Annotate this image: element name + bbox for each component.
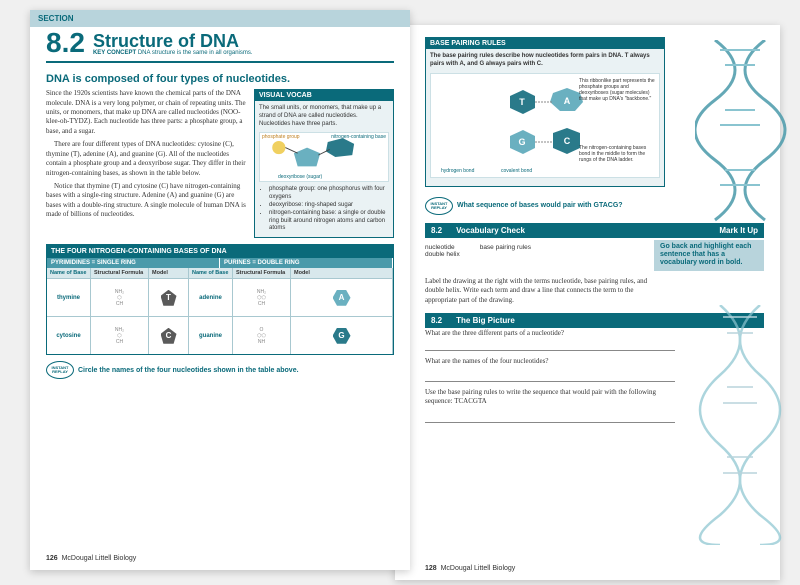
rule-side2: The nitrogen-containing bases bond in th…: [579, 145, 657, 163]
label-task: Label the drawing at the right with the …: [425, 277, 665, 305]
q1: What are the three different parts of a …: [425, 329, 564, 337]
page-number-right: 128 McDougal Littell Biology: [425, 565, 515, 572]
sec-num: 8.2: [431, 226, 442, 235]
page-number-left: 126 McDougal Littell Biology: [46, 555, 136, 562]
page-left: SECTION 8.2 Structure of DNA KEY CONCEPT…: [30, 10, 410, 570]
page-right: BASE PAIRING RULES The base pairing rule…: [395, 25, 780, 580]
rule-head: BASE PAIRING RULES: [426, 38, 664, 49]
instant-badge-icon: INSTANTREPLAY: [46, 361, 74, 379]
markit-head: Mark It Up: [719, 226, 758, 235]
svg-text:A: A: [564, 96, 571, 106]
answer-line[interactable]: [425, 372, 675, 382]
base-pairing-rules-box: BASE PAIRING RULES The base pairing rule…: [425, 37, 665, 187]
svg-text:C: C: [564, 136, 571, 146]
nucleotide-diagram: phosphate group nitrogen-containing base…: [259, 132, 389, 182]
instant-question: What sequence of bases would pair with G…: [457, 202, 623, 209]
section-number: 8.2: [46, 27, 85, 59]
q3: Use the base pairing rules to write the …: [425, 388, 675, 407]
rule-side1: This ribbonlike part represents the phos…: [579, 78, 657, 102]
answer-line[interactable]: [425, 341, 675, 351]
dna-helix-bottom: [695, 305, 795, 545]
vocab-head: Vocabulary Check: [456, 226, 525, 235]
section-label: SECTION: [30, 10, 410, 27]
markit-box: Go back and highlight each sentence that…: [654, 240, 764, 271]
table-row: cytosine NH₂⬡CH C guanine O⬡⬠NH G: [47, 316, 393, 354]
bigpic-head: The Big Picture: [456, 316, 515, 325]
para-1: Since the 1920s scientists have known th…: [46, 89, 246, 136]
rule-intro: The base pairing rules describe how nucl…: [430, 53, 660, 69]
hbond-label: hydrogen bond: [441, 168, 474, 175]
para-2: There are four different types of DNA nu…: [46, 140, 246, 178]
table-title: THE FOUR NITROGEN-CONTAINING BASES OF DN…: [47, 245, 393, 258]
vocab-terms: nucleotidedouble helix base pairing rule…: [425, 238, 648, 271]
instant-text: Circle the names of the four nucleotides…: [78, 367, 299, 374]
svg-text:G: G: [518, 137, 525, 147]
vv-bullets: phosphate group: one phosphorus with fou…: [259, 186, 389, 233]
cbond-label: covalent bond: [501, 168, 532, 175]
instant-badge-icon: INSTANTREPLAY: [425, 197, 453, 215]
q2: What are the names of the four nucleotid…: [425, 357, 675, 366]
bases-table: THE FOUR NITROGEN-CONTAINING BASES OF DN…: [46, 244, 394, 355]
para-3: Notice that thymine (T) and cytosine (C)…: [46, 182, 246, 220]
answer-line[interactable]: [425, 413, 675, 423]
table-row: thymine NH₂⬡CH T adenine NH₂⬡⬠CH A: [47, 278, 393, 316]
vv-head: VISUAL VOCAB: [255, 90, 393, 101]
svg-text:T: T: [519, 97, 525, 107]
instant-replay-left: INSTANTREPLAY Circle the names of the fo…: [46, 361, 394, 379]
instant-replay-right: INSTANTREPLAY What sequence of bases wou…: [425, 197, 764, 215]
big-picture-bar: 8.2 The Big Picture: [425, 313, 764, 328]
section-title: Structure of DNA: [93, 31, 239, 52]
vocab-check-bar: 8.2 Vocabulary Check Mark It Up: [425, 223, 764, 238]
subheading: DNA is composed of four types of nucleot…: [46, 73, 394, 85]
vv-intro: The small units, or monomers, that make …: [259, 105, 389, 128]
visual-vocab-box: VISUAL VOCAB The small units, or monomer…: [254, 89, 394, 238]
rule-diagram: T A G C hydrogen bond covalent bond This…: [430, 73, 660, 178]
